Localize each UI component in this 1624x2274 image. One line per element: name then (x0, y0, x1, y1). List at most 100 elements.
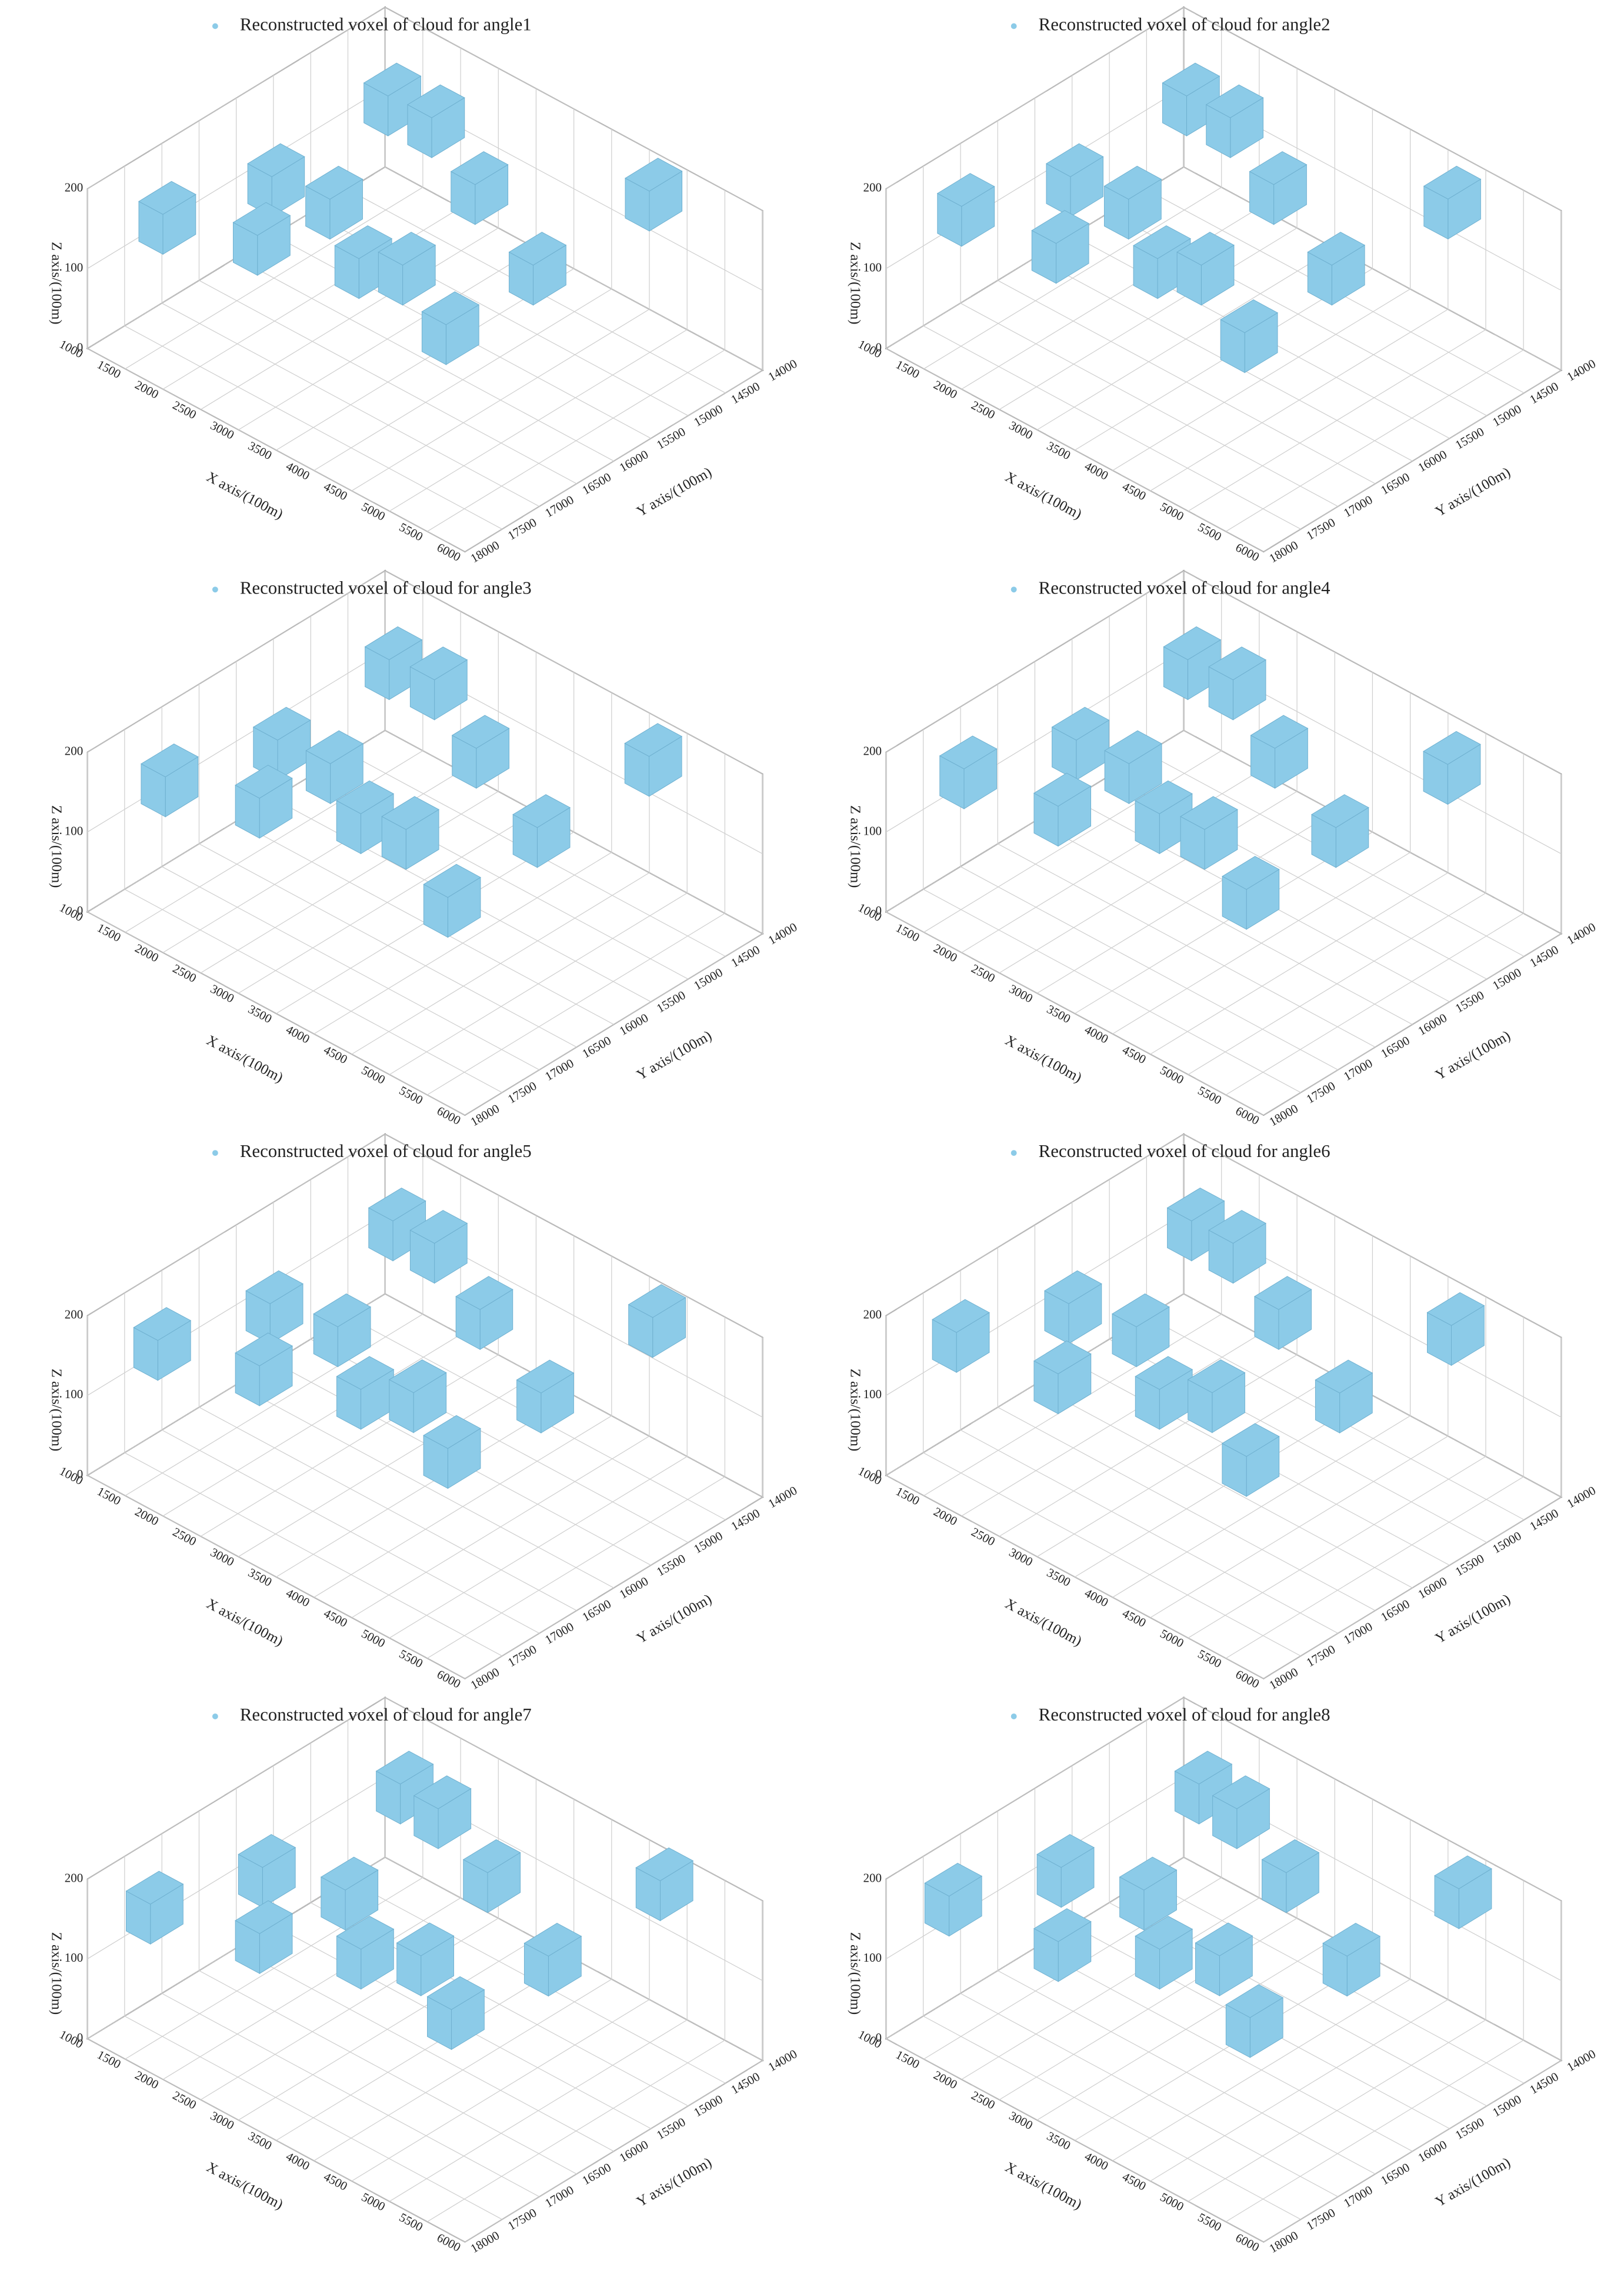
legend-marker (1011, 23, 1017, 29)
y-axis-title: Y axis/(100m) (1433, 1591, 1513, 1647)
x-tick-label: 4000 (284, 459, 312, 483)
y-tick-label: 14000 (1565, 356, 1598, 384)
legend-label: Reconstructed voxel of cloud for angle8 (1039, 1705, 1330, 1725)
voxel (523, 1922, 582, 1997)
y-tick-label: 15500 (654, 1551, 688, 1579)
voxel-face (238, 1834, 296, 1868)
y-tick-label: 17000 (1341, 1619, 1375, 1647)
x-tick-label: 3500 (1045, 1565, 1073, 1589)
y-tick-label: 14000 (766, 1483, 799, 1511)
x-tick-label: 4000 (1082, 1022, 1111, 1046)
voxel-face (1104, 730, 1162, 764)
voxel (336, 780, 395, 855)
grid-line (1263, 1337, 1562, 1679)
x-tick-label: 5000 (359, 2190, 388, 2214)
legend-label: Reconstructed voxel of cloud for angle5 (240, 1141, 532, 1161)
voxel (1033, 1341, 1092, 1415)
x-tick-label: 4000 (284, 1586, 312, 1610)
x-tick-label: 4500 (1120, 479, 1148, 504)
voxel (1135, 780, 1193, 855)
x-tick-label: 4500 (321, 1042, 349, 1066)
voxel (232, 202, 291, 276)
x-tick-label: 3500 (246, 438, 274, 462)
x-axis-title: X axis/(100m) (1002, 1596, 1084, 1649)
voxel (336, 1916, 395, 1990)
voxel-face (252, 706, 311, 741)
voxel (1051, 706, 1110, 781)
x-tick-label: 5000 (359, 1626, 388, 1651)
z-axis-title: Z axis/(100m) (847, 805, 863, 888)
voxel (378, 232, 436, 306)
x-tick-label: 3000 (208, 982, 236, 1006)
voxel-face (1208, 646, 1266, 681)
voxel (421, 291, 480, 365)
z-tick-label: 0 (77, 340, 83, 354)
grid-line (87, 1697, 763, 1902)
x-tick-label: 5500 (1196, 1083, 1224, 1108)
voxel (138, 181, 196, 255)
z-tick-label: 0 (876, 903, 882, 918)
x-tick-label: 3000 (1007, 2108, 1035, 2132)
y-tick-label: 14000 (1565, 2046, 1598, 2074)
y-tick-label: 16500 (580, 1596, 613, 1624)
voxel-face (1222, 856, 1280, 890)
x-tick-label: 4000 (1082, 459, 1111, 483)
voxel-face (1434, 1855, 1492, 1889)
voxel-face (1426, 1292, 1485, 1326)
x-tick-label: 5500 (1196, 520, 1224, 544)
y-tick-label: 14000 (766, 356, 799, 384)
voxel-face (1045, 143, 1104, 178)
y-axis-title: Y axis/(100m) (1433, 464, 1513, 520)
voxel-face (450, 151, 509, 185)
voxel-face (232, 202, 291, 236)
voxel-face (125, 1870, 184, 1905)
grid-line (87, 1856, 763, 2061)
voxel (1423, 731, 1481, 805)
voxel-face (413, 1775, 472, 1809)
voxel-face (336, 1356, 395, 1390)
z-tick-label: 200 (65, 1307, 83, 1321)
voxel (1180, 796, 1238, 870)
legend-label: Reconstructed voxel of cloud for angle1 (240, 15, 532, 35)
x-tick-label: 3000 (208, 1545, 236, 1569)
z-axis-title: Z axis/(100m) (49, 805, 65, 888)
voxel-face (364, 626, 423, 661)
voxel (1031, 210, 1090, 284)
y-tick-label: 18000 (468, 1665, 502, 1692)
voxel (1195, 1922, 1253, 1996)
x-tick-label: 6000 (435, 540, 463, 564)
x-tick-label: 6000 (435, 2230, 463, 2255)
voxel (140, 743, 199, 818)
legend-marker (1011, 1713, 1017, 1719)
voxel (305, 730, 364, 805)
voxel-face (1174, 1750, 1233, 1785)
x-tick-label: 5500 (397, 1646, 425, 1671)
voxel (1250, 715, 1309, 789)
y-axis-title: Y axis/(100m) (1433, 2155, 1513, 2210)
grid-line (886, 1133, 1562, 1338)
voxel-face (235, 1900, 293, 1934)
voxel (451, 715, 510, 789)
y-tick-label: 14500 (729, 2069, 762, 2097)
y-axis-title: Y axis/(100m) (634, 1028, 715, 1083)
x-tick-label: 3000 (1007, 1545, 1035, 1569)
voxel (1249, 151, 1308, 225)
y-tick-label: 16000 (1416, 447, 1449, 475)
z-axis-title: Z axis/(100m) (847, 242, 863, 324)
grid-line (886, 1856, 1562, 2061)
y-tick-label: 17500 (505, 515, 539, 543)
y-tick-label: 16000 (1416, 1574, 1449, 1602)
voxel-face (936, 173, 995, 207)
x-tick-label: 3000 (1007, 418, 1035, 442)
y-tick-label: 18000 (468, 1101, 502, 1129)
voxel-face (1221, 1423, 1280, 1457)
x-tick-label: 2500 (171, 961, 199, 985)
z-tick-label: 0 (77, 903, 83, 918)
x-tick-label: 3500 (1045, 1002, 1073, 1026)
voxel (426, 1976, 485, 2050)
y-tick-label: 14500 (1527, 942, 1560, 970)
y-tick-label: 15500 (654, 425, 688, 452)
legend-label: Reconstructed voxel of cloud for angle7 (240, 1705, 532, 1725)
x-tick-label: 2000 (132, 1504, 161, 1528)
voxel-face (1220, 299, 1278, 334)
